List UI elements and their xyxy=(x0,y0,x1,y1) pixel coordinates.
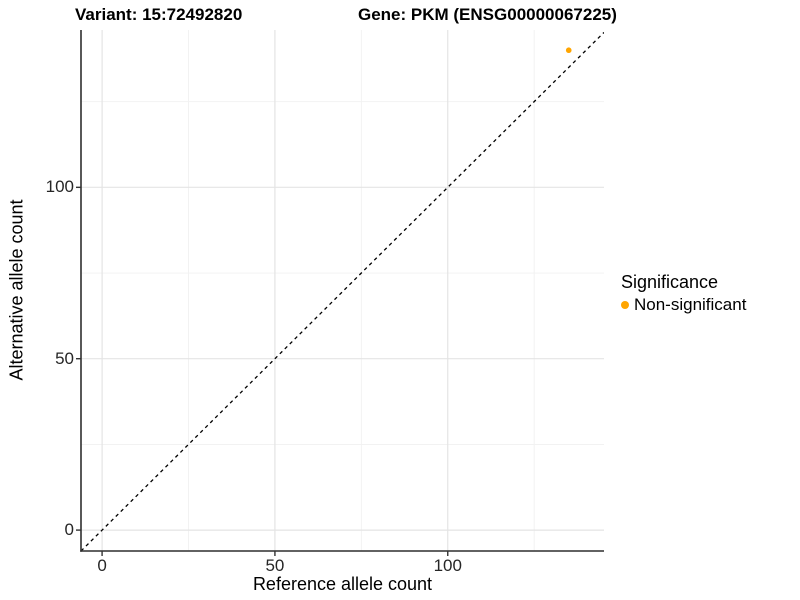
x-tick-label: 50 xyxy=(265,556,285,575)
identity-dashed-line xyxy=(81,31,604,551)
legend: Significance Non-significant xyxy=(621,271,746,315)
gene-title: Gene: PKM (ENSG00000067225) xyxy=(358,5,617,24)
x-tick-label: 100 xyxy=(433,556,462,575)
tick-marks xyxy=(76,186,449,556)
identity-line xyxy=(81,31,604,551)
y-axis-title: Alternative allele count xyxy=(6,199,27,381)
data-point xyxy=(565,47,572,54)
y-tick-label: 50 xyxy=(55,348,74,368)
legend-item: Non-significant xyxy=(621,295,746,315)
legend-item-label: Non-significant xyxy=(634,295,747,314)
x-axis-title: Reference allele count xyxy=(252,574,433,594)
x-tick-label: 0 xyxy=(97,556,107,575)
gridlines-major xyxy=(81,30,604,551)
gridlines-minor xyxy=(81,30,604,551)
y-tick-label: 0 xyxy=(64,520,74,540)
y-tick-label: 100 xyxy=(45,177,74,197)
chart-panel xyxy=(76,30,604,556)
variant-title: Variant: 15:72492820 xyxy=(75,5,243,24)
axis-lines xyxy=(80,30,604,552)
orange-point-icon xyxy=(621,301,629,309)
legend-title: Significance xyxy=(621,272,719,292)
data-points xyxy=(565,47,572,54)
